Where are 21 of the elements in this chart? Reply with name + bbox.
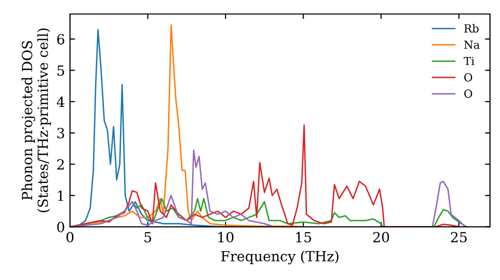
x-tick-label: 20 <box>373 232 390 242</box>
y-axis-title: Phonon projected DOS (States/THz·primitive cell) <box>22 28 51 212</box>
x-tick-label: 5 <box>144 232 152 242</box>
legend-label: Na <box>464 40 480 49</box>
legend-label: O <box>464 89 472 98</box>
legend-label: Rb <box>464 24 479 33</box>
y-tick-label: 5 <box>57 65 64 76</box>
y-tick-label: 4 <box>56 96 64 107</box>
legend-label: O <box>464 73 472 82</box>
y-tick-label: 0 <box>57 222 64 232</box>
x-tick-label: 10 <box>218 232 234 242</box>
x-axis-title: Frequency (THz) <box>221 250 338 264</box>
x-tick-label: 0 <box>66 232 74 242</box>
x-tick-label: 25 <box>450 232 467 242</box>
y-tick-label: 1 <box>58 190 64 201</box>
legend-label: Ti <box>464 56 474 66</box>
x-tick-label: 15 <box>296 232 312 242</box>
line-series <box>70 124 460 227</box>
y-tick-label: 2 <box>57 159 64 170</box>
y-tick-label: 6 <box>57 34 64 45</box>
y-tick-label: 3 <box>57 128 64 138</box>
